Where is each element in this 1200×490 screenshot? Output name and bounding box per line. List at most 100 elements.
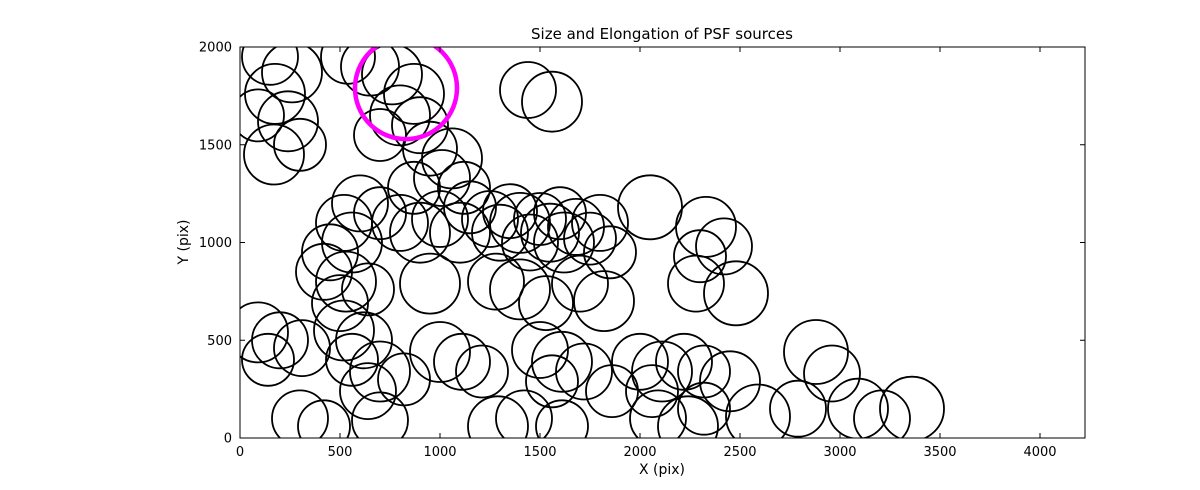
psf-sources-circle bbox=[555, 342, 613, 401]
x-tick-label: 3000 bbox=[823, 445, 856, 460]
psf-sources-circle bbox=[769, 379, 827, 438]
x-tick-label: 4000 bbox=[1023, 445, 1056, 460]
psf-sources-circle bbox=[521, 70, 583, 133]
psf-sources-circle bbox=[675, 195, 737, 258]
psf-sources-circle bbox=[339, 362, 397, 421]
psf-sources-circle bbox=[402, 120, 458, 177]
psf-sources-circle bbox=[625, 364, 679, 419]
psf-sources-circle bbox=[783, 319, 849, 385]
psf-sources-circle bbox=[471, 203, 529, 262]
psf-sources-circle bbox=[351, 391, 409, 438]
circles-layer bbox=[240, 47, 945, 438]
psf-sources-circle bbox=[243, 123, 305, 186]
psf-sources-circle bbox=[467, 395, 529, 438]
psf-sources-circle bbox=[361, 47, 423, 106]
psf-sources-circle bbox=[455, 344, 509, 399]
psf-sources-circle bbox=[273, 319, 331, 378]
psf-sources-circle bbox=[240, 88, 285, 143]
psf-sources-circle bbox=[409, 321, 471, 383]
psf-sources-circle bbox=[525, 354, 579, 409]
psf-sources-circle bbox=[331, 174, 389, 233]
psf-sources-circle bbox=[301, 223, 359, 282]
psf-sources-circle bbox=[371, 193, 429, 252]
psf-sources-circle bbox=[240, 301, 289, 364]
psf-sources-circle bbox=[725, 383, 791, 438]
psf-sources-circle bbox=[467, 252, 525, 311]
y-tick-label: 1500 bbox=[199, 138, 232, 153]
psf-sources-circle bbox=[413, 149, 471, 207]
psf-sources-circle bbox=[611, 332, 669, 391]
psf-sources-circle bbox=[391, 96, 449, 155]
ticks-layer: 0 500 1000 1500 2000 2500 3000 3500 4000 0 500 1000… bbox=[199, 41, 1085, 460]
x-tick-label: 0 bbox=[236, 445, 244, 460]
y-axis-label: Y (pix) bbox=[176, 220, 192, 266]
psf-sources-circle bbox=[297, 399, 351, 438]
psf-sources-circle bbox=[433, 332, 491, 391]
psf-sources-circle bbox=[295, 242, 353, 301]
psf-sources-circle bbox=[531, 330, 593, 393]
psf-sources-circle bbox=[443, 180, 497, 235]
psf-sources-circle bbox=[311, 274, 369, 333]
psf-sources-circle bbox=[349, 340, 411, 403]
psf-sources-circle bbox=[383, 63, 445, 125]
psf-sources-circle bbox=[703, 260, 769, 327]
plot-title: Size and Elongation of PSF sources bbox=[531, 25, 793, 43]
psf-sources-circle bbox=[573, 270, 635, 333]
psf-sources-circle bbox=[271, 389, 329, 438]
psf-sources-circle bbox=[241, 47, 299, 86]
x-tick-label: 2500 bbox=[723, 445, 756, 460]
psf-sources-circle bbox=[673, 229, 727, 284]
psf-sources-circle bbox=[399, 252, 461, 315]
psf-sources-circle bbox=[315, 250, 377, 313]
psf-sources-circle bbox=[513, 192, 567, 246]
y-tick-label: 0 bbox=[224, 432, 232, 447]
psf-sources-circle bbox=[511, 321, 569, 379]
psf-sources-circle bbox=[429, 201, 491, 264]
psf-sources-circle bbox=[551, 254, 609, 313]
psf-sources-circle bbox=[571, 193, 629, 252]
psf-sources-circle bbox=[461, 190, 519, 248]
psf-sources-circle bbox=[655, 332, 713, 391]
psf-sources-circle bbox=[629, 389, 687, 438]
psf-sources-circle bbox=[315, 193, 373, 252]
psf-sources-circle bbox=[518, 275, 574, 332]
psf-sources-circle bbox=[437, 160, 491, 215]
psf-sources-circle bbox=[617, 174, 683, 241]
psf-sources-circle bbox=[879, 375, 945, 438]
psf-sources-circle bbox=[325, 332, 379, 387]
psf-sources-circle bbox=[341, 262, 395, 317]
psf-sources-circle bbox=[631, 340, 693, 403]
psf-sources-circle bbox=[421, 127, 483, 190]
x-tick-label: 1500 bbox=[523, 445, 556, 460]
psf-sources-circle bbox=[535, 399, 589, 438]
x-tick-label: 3500 bbox=[923, 445, 956, 460]
psf-sources-circle bbox=[320, 47, 376, 85]
y-tick-label: 2000 bbox=[199, 41, 232, 56]
x-tick-label: 2000 bbox=[623, 445, 656, 460]
psf-sources-circle bbox=[583, 225, 637, 280]
psf-sources-circle bbox=[489, 258, 551, 321]
psf-sources-circle bbox=[389, 201, 451, 264]
psf-sources-circle bbox=[803, 344, 861, 403]
psf-sources-circle bbox=[533, 211, 595, 274]
psf-sources-circle bbox=[377, 352, 431, 407]
x-tick-label: 500 bbox=[328, 445, 353, 460]
psf-sources-circle bbox=[411, 190, 469, 248]
psf-sources-circle bbox=[241, 332, 295, 387]
psf-sources-circle bbox=[257, 90, 319, 153]
psf-sources-circle bbox=[563, 211, 617, 266]
y-tick-label: 1000 bbox=[199, 236, 232, 251]
psf-sources-circle bbox=[273, 117, 327, 172]
x-axis-label: X (pix) bbox=[639, 462, 685, 478]
highlighted-source-circle bbox=[352, 47, 460, 142]
psf-sources-circle bbox=[261, 47, 323, 104]
psf-sources-circle bbox=[499, 61, 557, 119]
x-tick-label: 1000 bbox=[423, 445, 456, 460]
psf-sources-circle bbox=[667, 254, 725, 313]
psf-sources-circle bbox=[501, 213, 559, 272]
psf-sources-circle bbox=[827, 377, 889, 438]
psf-sources-circle bbox=[853, 389, 911, 438]
psf-sources-circle bbox=[335, 311, 393, 370]
